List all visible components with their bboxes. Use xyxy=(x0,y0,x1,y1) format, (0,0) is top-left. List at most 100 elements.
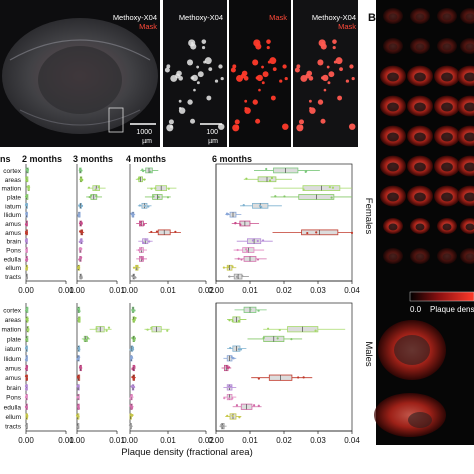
plaque-spot xyxy=(335,57,343,65)
plaque-spot xyxy=(255,43,262,50)
plaque-spot xyxy=(252,59,259,66)
region-label: Pons xyxy=(6,248,22,255)
region-label: llidum xyxy=(4,212,21,219)
region-label: iatum xyxy=(5,346,21,353)
data-point xyxy=(239,223,242,226)
data-point xyxy=(278,328,281,332)
plaque-spot xyxy=(256,74,263,82)
zoom-mask-label: Mask xyxy=(269,13,287,22)
plaque-spot xyxy=(261,81,265,85)
plaque-spot xyxy=(266,46,270,50)
data-point xyxy=(76,358,79,361)
whole-brain-mask-label: Mask xyxy=(139,22,157,31)
data-point xyxy=(166,196,170,199)
coronal-slice-core xyxy=(387,192,399,202)
x-tick-label: 0.00 xyxy=(208,436,224,445)
data-point xyxy=(142,169,145,173)
colorbar xyxy=(409,291,474,302)
data-point xyxy=(129,404,132,407)
data-point xyxy=(150,326,153,329)
data-point xyxy=(261,239,265,242)
data-point xyxy=(25,356,28,359)
plaque-spot xyxy=(269,57,277,65)
data-point xyxy=(148,240,151,243)
data-point xyxy=(128,424,132,427)
coronal-slice-core xyxy=(465,253,474,261)
coronal-slice-core xyxy=(464,102,474,112)
region-label: edulla xyxy=(4,256,22,263)
x-tick-label: 0.00 xyxy=(122,286,138,295)
coronal-slice-core xyxy=(465,43,474,51)
region-label: llidum xyxy=(4,356,21,363)
data-point xyxy=(237,319,240,323)
data-point xyxy=(76,396,79,399)
coronal-slice-core xyxy=(388,223,398,231)
data-point xyxy=(25,338,28,341)
data-point xyxy=(231,397,234,400)
zoom-scale-value: 100 xyxy=(206,129,218,136)
timepoint-header: 6 months xyxy=(212,154,252,164)
data-point xyxy=(138,204,141,207)
data-point xyxy=(315,231,318,234)
plaque-spot xyxy=(232,64,237,69)
data-point xyxy=(140,248,143,251)
data-point xyxy=(24,203,28,206)
data-point xyxy=(80,240,83,243)
plaque-density-chart: 2 months 3 months 4 months 6 months ns cortex… xyxy=(0,154,360,445)
data-point xyxy=(26,258,29,261)
region-label: areas xyxy=(5,177,22,184)
x-tick-label: 0.00 xyxy=(208,286,224,295)
data-point xyxy=(26,307,29,310)
data-point xyxy=(129,348,132,351)
data-point xyxy=(142,223,145,226)
plaque-spot xyxy=(282,123,289,130)
data-point xyxy=(265,167,268,171)
data-point xyxy=(76,385,79,388)
x-axis-label: Plaque density (fractional area) xyxy=(121,447,253,458)
data-point xyxy=(260,206,263,209)
data-point xyxy=(132,275,135,279)
coronal-slice-core xyxy=(388,43,398,51)
region-label: cortex xyxy=(3,307,21,314)
plaque-spot xyxy=(332,39,337,44)
plaque-spot xyxy=(190,118,196,124)
plaque-spot xyxy=(187,99,193,105)
plaque-spot xyxy=(252,99,258,105)
data-point xyxy=(25,213,28,216)
coronal-slice-core xyxy=(388,13,398,21)
zoom-region-box xyxy=(108,107,124,133)
data-point xyxy=(304,170,308,173)
data-point xyxy=(350,231,354,234)
data-point xyxy=(79,222,82,225)
region-label: tracts xyxy=(5,274,22,281)
data-point xyxy=(75,414,79,417)
x-tick-label: 0.00 xyxy=(69,436,85,445)
data-point xyxy=(27,187,30,191)
data-point xyxy=(25,375,28,378)
data-point xyxy=(223,397,226,400)
data-point xyxy=(24,223,28,226)
panel-b: B 0.0 Plaque dens xyxy=(368,0,474,445)
plaque-spot xyxy=(296,64,301,69)
plaque-spot xyxy=(266,39,271,44)
data-point xyxy=(143,178,146,181)
data-point xyxy=(274,195,277,198)
overlay-mask-label: Mask xyxy=(338,22,356,31)
plaque-spot xyxy=(332,46,336,50)
data-point xyxy=(25,168,28,171)
coronal-slice-core xyxy=(415,13,425,21)
data-point xyxy=(222,266,225,269)
coronal-slice-core xyxy=(465,223,474,231)
data-point xyxy=(130,212,133,215)
data-point xyxy=(142,241,145,244)
x-tick-label: 0.04 xyxy=(344,286,360,295)
region-label: edulla xyxy=(4,404,22,411)
plaque-spot xyxy=(351,76,355,81)
x-tick-label: 0.02 xyxy=(276,436,292,445)
plaque-spot xyxy=(168,119,174,125)
data-point xyxy=(149,170,152,173)
plaque-spot xyxy=(348,123,356,130)
data-point xyxy=(137,177,141,180)
zoom-panel-mask: Mask xyxy=(229,0,291,147)
data-point xyxy=(270,176,274,180)
